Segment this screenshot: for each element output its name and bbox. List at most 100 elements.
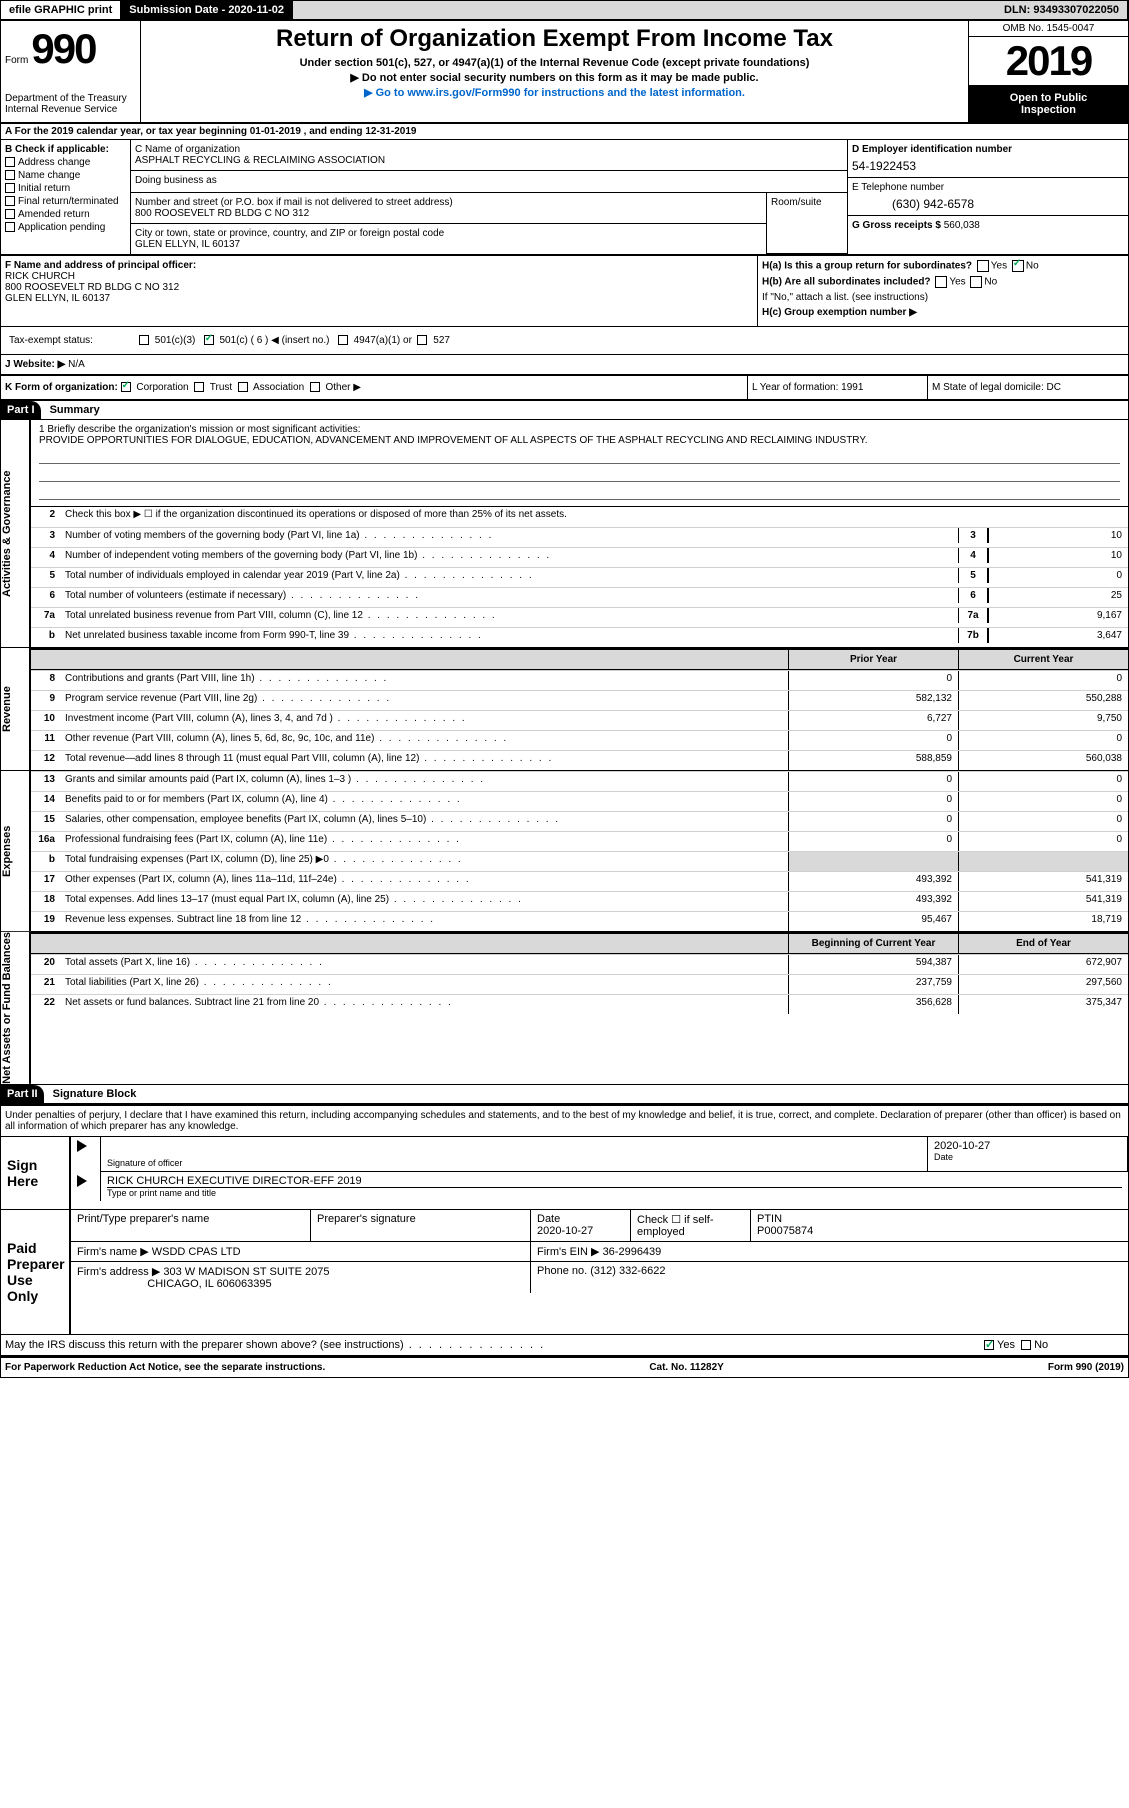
- header-center: Return of Organization Exempt From Incom…: [141, 21, 968, 122]
- discuss-no[interactable]: [1021, 1340, 1031, 1350]
- tax-year: 2019: [969, 37, 1128, 86]
- firm-addr-label: Firm's address ▶: [77, 1266, 160, 1278]
- ptin-label: PTIN: [757, 1213, 782, 1225]
- end-year-header: End of Year: [958, 934, 1128, 953]
- chk-501c[interactable]: [204, 335, 214, 345]
- block-bcd: B Check if applicable: Address change Na…: [1, 140, 1128, 256]
- header-right: OMB No. 1545-0047 2019 Open to Public In…: [968, 21, 1128, 122]
- col-b: B Check if applicable: Address change Na…: [1, 140, 131, 254]
- beginning-year-header: Beginning of Current Year: [788, 934, 958, 953]
- city-val: GLEN ELLYN, IL 60137: [135, 239, 762, 250]
- chk-assoc[interactable]: [238, 382, 248, 392]
- data-line: 9Program service revenue (Part VIII, lin…: [31, 690, 1128, 710]
- chk-trust[interactable]: [194, 382, 204, 392]
- chk-other[interactable]: [310, 382, 320, 392]
- footer: For Paperwork Reduction Act Notice, see …: [1, 1356, 1128, 1377]
- officer-label: F Name and address of principal officer:: [5, 260, 196, 271]
- part2-title: Signature Block: [47, 1085, 143, 1103]
- website-val: N/A: [68, 359, 85, 370]
- block-fh: F Name and address of principal officer:…: [1, 256, 1128, 327]
- data-line: 10Investment income (Part VIII, column (…: [31, 710, 1128, 730]
- tax-exempt: Tax-exempt status: 501(c)(3) 501(c) ( 6 …: [1, 327, 1128, 355]
- chk-initial[interactable]: Initial return: [5, 183, 126, 194]
- hb-note: If "No," attach a list. (see instruction…: [762, 292, 1124, 303]
- addr-block: Number and street (or P.O. box if mail i…: [131, 193, 847, 254]
- data-line: 14Benefits paid to or for members (Part …: [31, 791, 1128, 811]
- sig-date: 2020-10-27: [934, 1140, 1121, 1152]
- form-title: Return of Organization Exempt From Incom…: [151, 25, 958, 53]
- footer-right: Form 990 (2019): [1048, 1362, 1124, 1373]
- mission-block: 1 Briefly describe the organization's mi…: [31, 420, 1128, 507]
- data-line: 21Total liabilities (Part X, line 26)237…: [31, 974, 1128, 994]
- chk-4947[interactable]: [338, 335, 348, 345]
- data-line: 15Salaries, other compensation, employee…: [31, 811, 1128, 831]
- ein-val: 54-1922453: [852, 155, 1124, 173]
- row-a: A For the 2019 calendar year, or tax yea…: [1, 124, 1128, 140]
- officer-city: GLEN ELLYN, IL 60137: [5, 293, 110, 304]
- officer-addr: 800 ROOSEVELT RD BLDG C NO 312: [5, 282, 179, 293]
- otp-line2: Inspection: [975, 104, 1122, 116]
- chk-amended[interactable]: Amended return: [5, 209, 126, 220]
- chk-name[interactable]: Name change: [5, 170, 126, 181]
- org-name-block: C Name of organization ASPHALT RECYCLING…: [131, 140, 847, 171]
- prep-date-label: Date: [537, 1213, 560, 1225]
- firm-name-label: Firm's name ▶: [77, 1246, 149, 1258]
- col-h: H(a) Is this a group return for subordin…: [758, 256, 1128, 326]
- gross-val: 560,038: [944, 220, 980, 231]
- open-to-public: Open to Public Inspection: [969, 86, 1128, 122]
- gov-line: 7aTotal unrelated business revenue from …: [31, 607, 1128, 627]
- hb-yes[interactable]: [935, 276, 947, 288]
- ein-block: D Employer identification number 54-1922…: [848, 140, 1128, 178]
- chk-final[interactable]: Final return/terminated: [5, 196, 126, 207]
- part2-header: Part II Signature Block: [1, 1085, 1128, 1104]
- firm-city: CHICAGO, IL 606063395: [147, 1278, 271, 1290]
- goto-link[interactable]: ▶ Go to www.irs.gov/Form990 for instruct…: [151, 86, 958, 99]
- data-line: 13Grants and similar amounts paid (Part …: [31, 771, 1128, 791]
- org-name-label: C Name of organization: [135, 144, 843, 155]
- topbar: efile GRAPHIC print Submission Date - 20…: [1, 1, 1128, 21]
- footer-mid: Cat. No. 11282Y: [649, 1362, 723, 1373]
- department: Department of the Treasury Internal Reve…: [5, 73, 136, 115]
- gov-line: 5Total number of individuals employed in…: [31, 567, 1128, 587]
- tax-year-range: A For the 2019 calendar year, or tax yea…: [5, 126, 416, 137]
- dln: DLN: 93493307022050: [996, 1, 1128, 19]
- ha-yes[interactable]: [977, 260, 989, 272]
- k-label: K Form of organization:: [5, 382, 118, 393]
- paid-label: Paid Preparer Use Only: [1, 1210, 71, 1334]
- discuss-yes[interactable]: [984, 1340, 994, 1350]
- self-employed[interactable]: Check ☐ if self-employed: [631, 1210, 751, 1241]
- efile-label[interactable]: efile GRAPHIC print: [1, 1, 121, 19]
- omb: OMB No. 1545-0047: [969, 21, 1128, 37]
- addr-label: Number and street (or P.O. box if mail i…: [135, 197, 762, 208]
- te-label: Tax-exempt status:: [5, 331, 135, 350]
- discuss-row: May the IRS discuss this return with the…: [1, 1334, 1128, 1356]
- preparer-sig-label: Preparer's signature: [311, 1210, 531, 1241]
- phone-label: E Telephone number: [852, 182, 1124, 193]
- part2-label: Part II: [1, 1085, 44, 1103]
- firm-ein: 36-2996439: [603, 1246, 662, 1258]
- netassets-section: Net Assets or Fund Balances Beginning of…: [1, 932, 1128, 1085]
- firm-name: WSDD CPAS LTD: [152, 1246, 241, 1258]
- chk-501c3[interactable]: [139, 335, 149, 345]
- ein-label: D Employer identification number: [852, 144, 1012, 155]
- hb-no[interactable]: [970, 276, 982, 288]
- chk-address[interactable]: Address change: [5, 157, 126, 168]
- rev-header: Prior Year Current Year: [31, 648, 1128, 670]
- prep-date: 2020-10-27: [537, 1225, 593, 1237]
- year-formation: L Year of formation: 1991: [748, 376, 928, 399]
- hc-label: H(c) Group exemption number ▶: [762, 307, 917, 318]
- chk-527[interactable]: [417, 335, 427, 345]
- col-b-label: B Check if applicable:: [5, 144, 109, 155]
- chk-corp[interactable]: [121, 382, 131, 392]
- discuss-text: May the IRS discuss this return with the…: [5, 1339, 984, 1351]
- gross-label: G Gross receipts $: [852, 220, 941, 231]
- chk-pending[interactable]: Application pending: [5, 222, 126, 233]
- vtab-netassets: Net Assets or Fund Balances: [1, 932, 31, 1084]
- phone-block: E Telephone number (630) 942-6578: [848, 178, 1128, 216]
- ha-no[interactable]: [1012, 260, 1024, 272]
- vtab-governance: Activities & Governance: [1, 420, 31, 647]
- data-line: 12Total revenue—add lines 8 through 11 (…: [31, 750, 1128, 770]
- preparer-name-label: Print/Type preparer's name: [71, 1210, 311, 1241]
- data-line: 20Total assets (Part X, line 16)594,3876…: [31, 954, 1128, 974]
- data-line: 8Contributions and grants (Part VIII, li…: [31, 670, 1128, 690]
